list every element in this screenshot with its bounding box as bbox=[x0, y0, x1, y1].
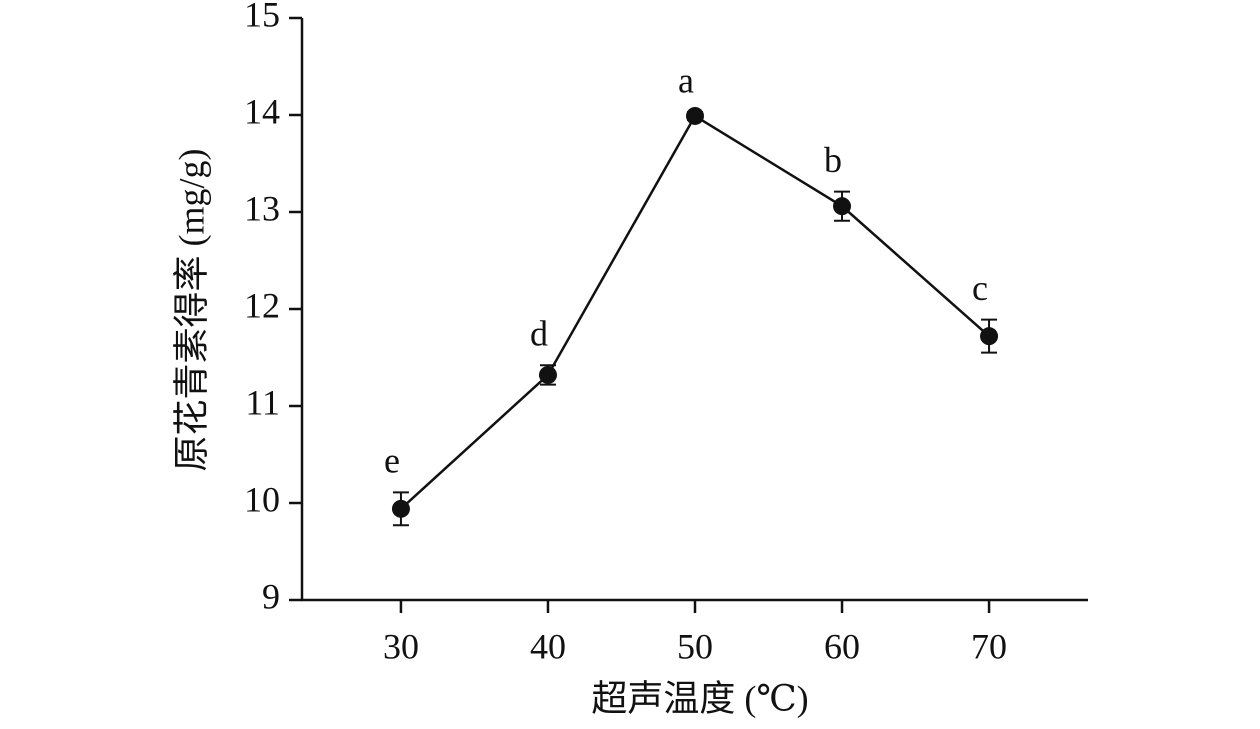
x-tick-label: 30 bbox=[383, 626, 419, 666]
data-point bbox=[686, 106, 704, 125]
x-tick-label: 50 bbox=[677, 626, 713, 666]
y-axis-label: 原花青素得率 (mg/g) bbox=[171, 149, 211, 472]
y-tick-label: 15 bbox=[244, 0, 280, 34]
significance-letter: b bbox=[824, 140, 842, 180]
y-tick-label: 9 bbox=[262, 576, 280, 616]
data-point bbox=[833, 197, 852, 216]
x-tick-label: 40 bbox=[530, 626, 566, 666]
x-axis-label: 超声温度 (℃) bbox=[591, 678, 808, 718]
y-tick-label: 10 bbox=[244, 479, 280, 519]
significance-letter: e bbox=[384, 441, 400, 481]
significance-letter: c bbox=[972, 268, 988, 308]
y-tick-label: 11 bbox=[245, 382, 280, 422]
significance-letter: a bbox=[678, 60, 694, 100]
significance-letter: d bbox=[530, 314, 548, 354]
series-line bbox=[400, 114, 990, 510]
y-tick-label: 13 bbox=[244, 188, 280, 228]
x-tick-label: 70 bbox=[971, 626, 1007, 666]
y-tick-label: 12 bbox=[244, 285, 280, 325]
data-point bbox=[538, 365, 557, 384]
data-point bbox=[391, 499, 410, 518]
x-tick-label: 60 bbox=[824, 626, 860, 666]
data-point bbox=[980, 327, 999, 346]
y-tick-label: 14 bbox=[244, 91, 280, 131]
